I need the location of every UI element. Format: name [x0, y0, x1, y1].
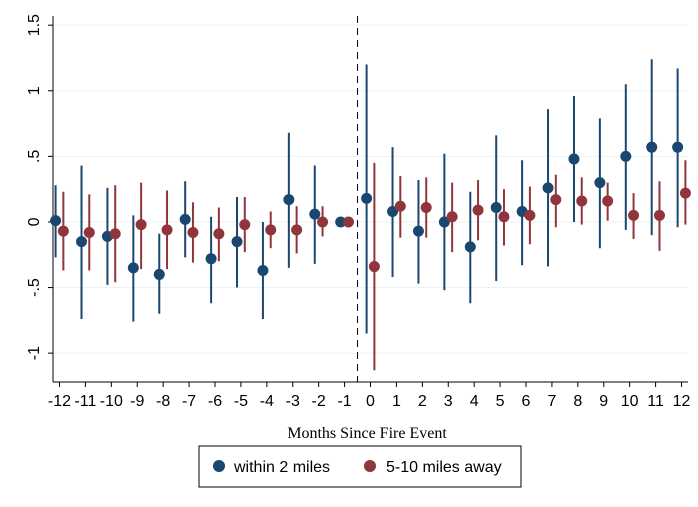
- x-tick-label: -4: [260, 393, 274, 410]
- legend-label-within-2-miles: within 2 miles: [233, 459, 330, 476]
- y-tick-label: .5: [26, 150, 43, 163]
- data-point: [472, 204, 484, 216]
- y-tick-label: -1: [26, 346, 43, 360]
- x-tick-label: 9: [599, 393, 608, 410]
- x-tick-label: 7: [547, 393, 556, 410]
- data-point: [309, 208, 321, 220]
- data-point: [50, 215, 62, 227]
- x-tick-label: 5: [496, 393, 505, 410]
- data-point: [135, 219, 147, 231]
- x-tick-label: -8: [156, 393, 170, 410]
- data-point: [76, 236, 88, 248]
- data-point: [57, 225, 69, 237]
- x-tick-label: -2: [312, 393, 326, 410]
- data-point: [646, 141, 658, 153]
- data-point: [109, 228, 121, 240]
- data-point: [524, 209, 536, 221]
- data-point: [153, 268, 165, 280]
- x-tick-label: -6: [208, 393, 222, 410]
- x-tick-label: 8: [573, 393, 582, 410]
- data-point: [231, 236, 243, 248]
- legend-label-5-10-miles-away: 5-10 miles away: [386, 459, 502, 476]
- data-point: [490, 202, 502, 214]
- tick-labels: -1-.50.511.5-12 -11 -10 -9 -8 -7 -6 -5 -4 -3 -2 -1 0…: [26, 14, 691, 410]
- data-point: [342, 216, 354, 228]
- data-point: [257, 264, 269, 276]
- data-point: [628, 209, 640, 221]
- data-point: [679, 187, 691, 199]
- data-point: [361, 192, 373, 204]
- x-tick-label: -11: [74, 393, 96, 410]
- data-point: [179, 213, 191, 225]
- data-point: [387, 205, 399, 217]
- data-point: [291, 224, 303, 236]
- x-tick-label: -12: [48, 393, 71, 410]
- data-point: [412, 225, 424, 237]
- data-point: [239, 219, 251, 231]
- x-tick-label: 10: [621, 393, 639, 410]
- x-tick-label: -1: [337, 393, 351, 410]
- y-tick-label: 0: [26, 217, 43, 226]
- legend-marker-5-10-miles-away: [364, 460, 376, 472]
- data-point: [283, 194, 295, 206]
- data-point: [335, 216, 347, 228]
- data-point: [594, 177, 606, 189]
- x-tick-label: -9: [130, 393, 144, 410]
- x-tick-label: -10: [100, 393, 123, 410]
- x-tick-label: 1: [392, 393, 401, 410]
- x-tick-label: 11: [647, 393, 664, 410]
- data-point: [620, 150, 632, 162]
- data-point: [161, 224, 173, 236]
- data-point: [446, 211, 458, 223]
- data-point: [498, 211, 510, 223]
- x-tick-label: 12: [673, 393, 691, 410]
- data-point: [205, 253, 217, 265]
- data-point: [653, 209, 665, 221]
- x-tick-label: 4: [470, 393, 479, 410]
- data-point: [568, 153, 580, 165]
- x-tick-label: 6: [522, 393, 531, 410]
- x-tick-label: -7: [182, 393, 196, 410]
- data-point: [394, 200, 406, 212]
- y-tick-label: 1.5: [26, 14, 43, 36]
- x-axis-title: Months Since Fire Event: [287, 425, 447, 442]
- data-point: [127, 262, 139, 274]
- data-point: [438, 216, 450, 228]
- data-point: [265, 224, 277, 236]
- data-point: [672, 141, 684, 153]
- data-point: [420, 202, 432, 214]
- legend: within 2 miles 5-10 miles away: [198, 445, 522, 488]
- data-point: [550, 194, 562, 206]
- data-point: [187, 226, 199, 238]
- data-point: [602, 195, 614, 207]
- series-0: [50, 59, 684, 334]
- x-tick-label: -5: [234, 393, 248, 410]
- grid-lines: [53, 24, 688, 354]
- x-tick-label: -3: [286, 393, 300, 410]
- data-point: [317, 216, 329, 228]
- y-tick-label: -.5: [26, 278, 43, 297]
- legend-marker-within-2-miles: [213, 460, 225, 472]
- x-tick-label: 2: [418, 393, 427, 410]
- x-tick-label: 0: [366, 393, 375, 410]
- data-point: [464, 241, 476, 253]
- data-series: [50, 59, 691, 371]
- data-point: [542, 182, 554, 194]
- data-point: [213, 228, 225, 240]
- x-tick-label: 3: [444, 393, 453, 410]
- y-tick-label: 1: [26, 86, 43, 95]
- data-point: [576, 195, 588, 207]
- series-1: [57, 160, 691, 371]
- legend-box: [198, 445, 522, 488]
- data-point: [368, 261, 380, 273]
- data-point: [83, 226, 95, 238]
